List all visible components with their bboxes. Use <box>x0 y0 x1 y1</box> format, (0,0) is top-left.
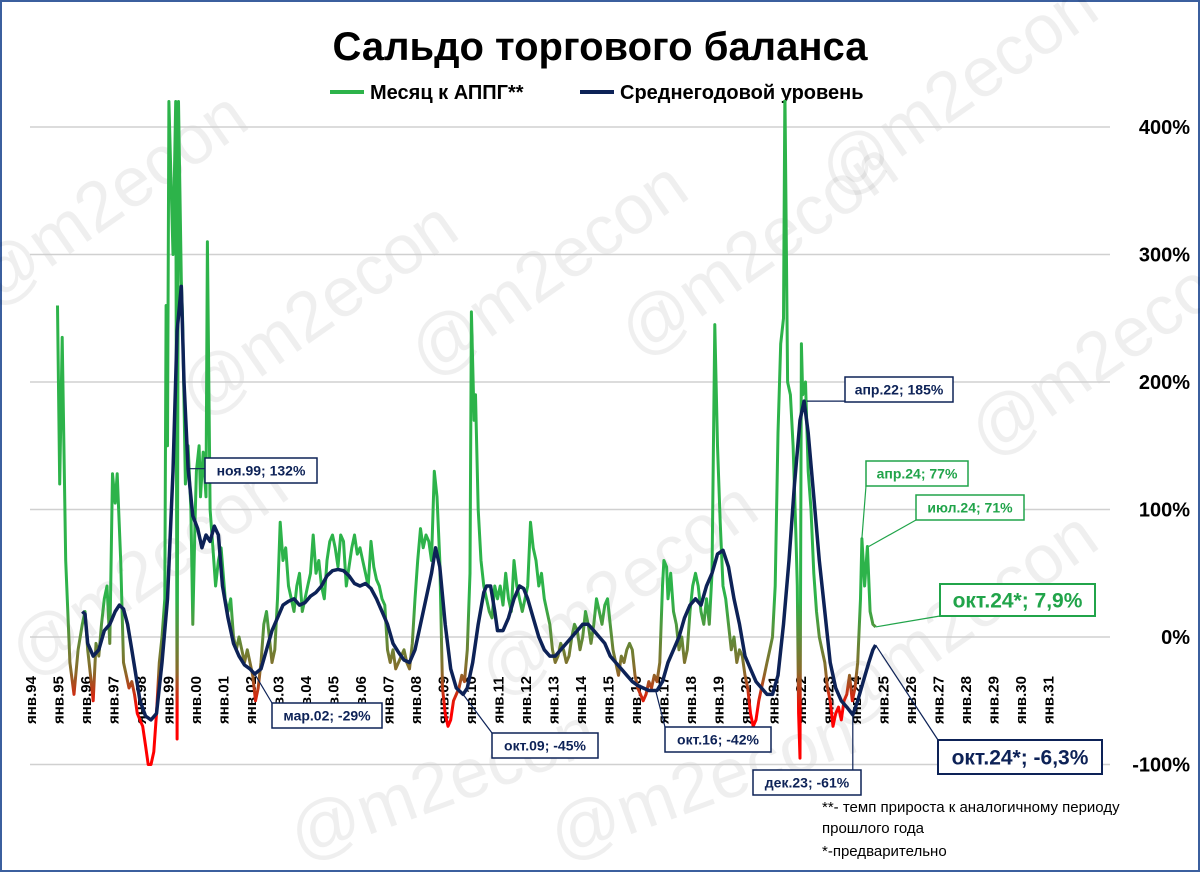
annotation-label: окт.24*; 7,9% <box>953 590 1083 613</box>
x-tick-label: янв.28 <box>958 676 975 724</box>
series-annual-line <box>81 284 878 722</box>
x-tick-label: янв.97 <box>106 676 123 724</box>
y-tick-label: 100% <box>1139 500 1190 522</box>
x-tick-label: янв.18 <box>683 676 700 724</box>
x-tick-label: янв.00 <box>188 676 205 724</box>
x-tick-label: янв.12 <box>518 676 535 724</box>
annotation-callout: июл.24; 71% <box>868 494 1025 547</box>
annotation-label: мар.02; -29% <box>283 708 371 724</box>
annotation-box <box>844 376 954 403</box>
annotation-label: окт.24*; -6,3% <box>952 747 1089 770</box>
y-tick-label: 400% <box>1139 117 1190 139</box>
legend: Месяц к АППГ** Среднегодовой уровень <box>330 82 864 104</box>
x-tick-label: янв.13 <box>546 676 563 724</box>
annotation-callout: апр.24; 77% <box>861 460 969 539</box>
x-tick-label: янв.01 <box>216 676 233 724</box>
annotation-label: июл.24; 71% <box>927 500 1013 516</box>
footnote-line-2: прошлого года <box>822 820 925 837</box>
series-layer <box>56 100 878 766</box>
legend-label-annual: Среднегодовой уровень <box>620 82 864 104</box>
annotation-callout: окт.16; -42% <box>655 690 772 753</box>
footnote-line-1: **- темп прироста к аналогичному периоду <box>822 799 1120 816</box>
y-tick-label: -100% <box>1132 755 1190 777</box>
x-tick-label: янв.10 <box>463 676 480 724</box>
annotation-box <box>752 769 862 796</box>
x-tick-label: янв.11 <box>491 676 508 723</box>
annotation-leader <box>861 485 867 539</box>
annotations-layer: ноя.99; 132% мар.02; -29% окт.09; -45% окт.… <box>188 376 1103 796</box>
y-tick-label: 300% <box>1139 245 1190 267</box>
x-tick-label: янв.31 <box>1041 676 1058 724</box>
annotation-box <box>937 739 1103 775</box>
annotation-label: ноя.99; 132% <box>217 463 306 479</box>
annotation-box <box>915 494 1025 521</box>
footnotes: **- темп прироста к аналогичному периоду… <box>822 799 1120 860</box>
annotation-box <box>491 732 599 759</box>
annotation-callout: ноя.99; 132% <box>188 457 318 484</box>
annotation-box <box>271 702 383 729</box>
x-tick-label: янв.29 <box>986 676 1003 724</box>
annotation-label: апр.22; 185% <box>855 382 944 398</box>
y-tick-label: 0% <box>1161 627 1190 649</box>
annotation-callout: окт.24*; -6,3% <box>875 644 1103 775</box>
annotation-callout: дек.23; -61% <box>752 714 862 796</box>
x-tick-label: янв.14 <box>573 675 590 724</box>
annotation-callout: мар.02; -29% <box>254 673 383 729</box>
x-tick-label: янв.08 <box>408 676 425 724</box>
annotation-leader <box>254 673 273 704</box>
x-tick-label: янв.99 <box>161 676 178 724</box>
annotation-leader <box>875 615 941 628</box>
annotation-label: апр.24; 77% <box>877 466 958 482</box>
y-axis-ticks: 400% 300% 200% 100% 0% -100% <box>1132 117 1190 777</box>
x-tick-label: янв.15 <box>601 676 618 724</box>
annotation-label: дек.23; -61% <box>765 775 850 791</box>
x-tick-label: янв.27 <box>931 676 948 724</box>
annotation-callout: апр.22; 185% <box>806 376 954 403</box>
series-monthly-line <box>56 100 877 766</box>
x-tick-label: янв.95 <box>51 676 68 724</box>
y-tick-label: 200% <box>1139 372 1190 394</box>
x-tick-label: янв.19 <box>711 676 728 724</box>
watermark-text: @m2econ <box>0 75 261 322</box>
x-tick-label: янв.94 <box>23 675 40 724</box>
x-tick-label: янв.25 <box>876 676 893 724</box>
x-tick-label: янв.21 <box>766 676 783 724</box>
annotation-callout: окт.09; -45% <box>462 694 599 759</box>
chart-title: Сальдо торгового баланса <box>333 25 869 69</box>
annotation-leader <box>868 519 917 547</box>
annotation-label: окт.16; -42% <box>677 732 759 748</box>
annotation-leader <box>875 644 939 741</box>
annotation-box <box>664 726 772 753</box>
legend-label-monthly: Месяц к АППГ** <box>370 82 524 104</box>
annotation-box <box>204 457 318 484</box>
annotation-box <box>865 460 969 487</box>
annotation-callout: окт.24*; 7,9% <box>875 583 1096 628</box>
x-tick-label: янв.02 <box>243 676 260 724</box>
annotation-label: окт.09; -45% <box>504 738 586 754</box>
annotation-box <box>939 583 1096 617</box>
annotation-leader <box>655 690 666 728</box>
x-tick-label: янв.30 <box>1013 676 1030 724</box>
annotation-leader <box>462 694 493 734</box>
footnote-line-3: *-предварительно <box>822 843 947 860</box>
x-tick-label: янв.07 <box>381 676 398 724</box>
